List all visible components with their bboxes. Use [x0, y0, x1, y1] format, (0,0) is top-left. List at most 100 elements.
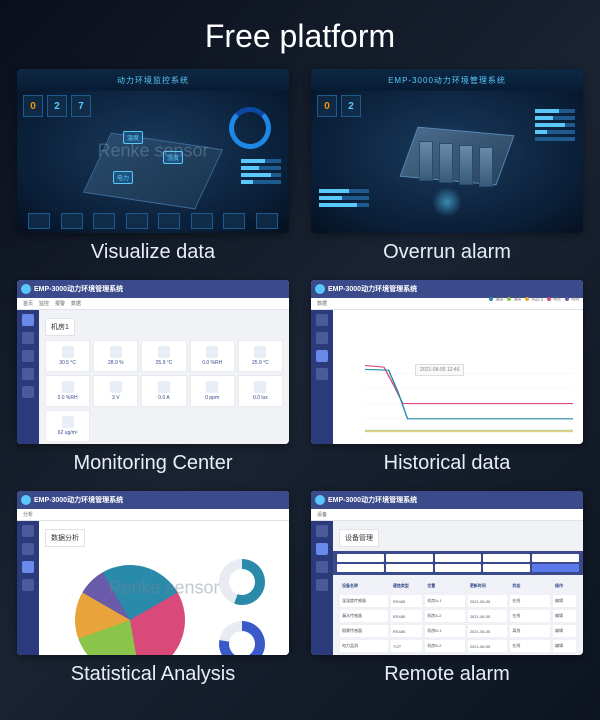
tab[interactable]: 首页 — [23, 300, 33, 307]
thumb-monitoring[interactable]: EMP-3000动力环境管理系统 首页 监控 报警 数据 机房1 30.5 °C… — [17, 280, 289, 444]
gear-icon[interactable] — [316, 368, 328, 380]
chart-legend: 温度 湿度 PM2.5 电压 电流 — [489, 296, 579, 302]
home-icon[interactable] — [22, 525, 34, 537]
caption-overrun: Overrun alarm — [383, 241, 511, 264]
bell-icon[interactable] — [22, 350, 34, 362]
content: 温度 湿度 PM2.5 电压 电流 — [333, 310, 583, 444]
tab[interactable]: 数据 — [71, 300, 81, 307]
filter-input[interactable] — [386, 564, 433, 572]
caption-remote: Remote alarm — [384, 663, 510, 686]
chart-icon[interactable] — [316, 350, 328, 362]
sensor-tag: 电力 — [113, 171, 133, 184]
chart-icon[interactable] — [22, 368, 34, 380]
grid-icon[interactable] — [22, 332, 34, 344]
line-chart: 2021-08-05 12:46 — [365, 358, 573, 434]
sensor-card[interactable]: 0.0 lux — [238, 375, 283, 407]
bell-icon[interactable] — [316, 561, 328, 573]
content: 设备管理 设备名称 通信类型 位 — [333, 521, 583, 655]
filter-input[interactable] — [386, 554, 433, 562]
gear-icon[interactable] — [22, 386, 34, 398]
search-button[interactable] — [532, 564, 579, 572]
filter-input[interactable] — [532, 554, 579, 562]
app-title: EMP-3000动力环境管理系统 — [34, 495, 123, 505]
tab[interactable]: 监控 — [39, 300, 49, 307]
tabs[interactable]: 首页 监控 报警 数据 — [17, 298, 289, 310]
content: 机房1 30.5 °C 28.9 % 25.9 °C 0.0 %RH 25.9 … — [39, 310, 289, 444]
bottom-metrics — [319, 189, 369, 210]
sensor-card[interactable]: 25.9 °C — [141, 340, 186, 372]
home-icon[interactable] — [316, 525, 328, 537]
caption-stats: Statistical Analysis — [71, 663, 236, 686]
thumb-remote[interactable]: EMP-3000动力环境管理系统 设备 设备管理 — [311, 491, 583, 655]
sensor-tag: 湿度 — [163, 151, 183, 164]
sensor-card[interactable]: 62 ug/m³ — [45, 410, 90, 442]
tab[interactable]: 设备 — [317, 511, 327, 518]
sensor-card[interactable]: 0.0 %RH — [45, 375, 90, 407]
sensor-card[interactable]: 28.9 % — [93, 340, 138, 372]
stat-alarm: 0 — [23, 95, 43, 117]
cell-overrun: EMP-3000动力环境管理系统 0 2 Overrun al — [308, 69, 586, 272]
tab[interactable]: 数据 — [317, 300, 327, 307]
logo-icon — [315, 495, 325, 505]
table-row[interactable]: 烟雾传感器RS485机房B-12021-08-05离线编辑 — [339, 624, 577, 638]
sensor-card[interactable]: 0 ppm — [190, 375, 235, 407]
app-title: EMP-3000动力环境管理系统 — [328, 284, 417, 294]
table-header: 设备名称 通信类型 位置 更新时间 状态 操作 — [339, 579, 577, 593]
sensor-card[interactable]: 3 V — [93, 375, 138, 407]
donut-chart-2 — [219, 621, 265, 655]
feature-grid: 动力环境监控系统 0 2 7 温度 湿度 电力 Renke — [0, 69, 600, 694]
dash-stats: 0 2 — [317, 95, 361, 117]
filter-input[interactable] — [337, 554, 384, 562]
chart-icon[interactable] — [22, 561, 34, 573]
page-title: Free platform — [0, 0, 600, 69]
filter-input[interactable] — [483, 554, 530, 562]
tabs[interactable]: 分析 — [17, 509, 289, 521]
gear-icon[interactable] — [316, 579, 328, 591]
sensor-tag: 温度 — [123, 131, 143, 144]
panel-title: 设备管理 — [339, 529, 379, 547]
tabs[interactable]: 设备 — [311, 509, 583, 521]
thumb-visualize[interactable]: 动力环境监控系统 0 2 7 温度 湿度 电力 Renke — [17, 69, 289, 233]
thumb-historical[interactable]: EMP-3000动力环境管理系统 数据 温度 湿度 PM2.5 电压 电流 — [311, 280, 583, 444]
filter-input[interactable] — [435, 564, 482, 572]
table-row[interactable]: 电力监测TCP机房B-22021-08-05在线编辑 — [339, 639, 577, 653]
logo-icon — [21, 495, 31, 505]
cell-monitoring: EMP-3000动力环境管理系统 首页 监控 报警 数据 机房1 30.5 °C… — [14, 280, 292, 483]
side-metrics — [241, 159, 281, 187]
device-table: 设备名称 通信类型 位置 更新时间 状态 操作 温湿度传感器RS485机房A-1… — [339, 579, 577, 653]
app-title: EMP-3000动力环境管理系统 — [328, 495, 417, 505]
table-row[interactable]: 温湿度传感器RS485机房A-12021-08-05在线编辑 — [339, 594, 577, 608]
table-row[interactable]: 漏水传感器RS485机房A-22021-08-05在线编辑 — [339, 609, 577, 623]
panel-title: 数据分析 — [45, 529, 85, 547]
sidebar — [17, 310, 39, 444]
iso-room: 温度 湿度 电力 — [73, 121, 233, 211]
home-icon[interactable] — [22, 314, 34, 326]
filter-input[interactable] — [435, 554, 482, 562]
cell-remote: EMP-3000动力环境管理系统 设备 设备管理 — [308, 491, 586, 694]
home-icon[interactable] — [316, 314, 328, 326]
thumb-stats[interactable]: EMP-3000动力环境管理系统 分析 数据分析 Renke sensor — [17, 491, 289, 655]
sensor-card[interactable]: 0.0 A — [141, 375, 186, 407]
grid-icon[interactable] — [22, 543, 34, 555]
sensor-card[interactable]: 30.5 °C — [45, 340, 90, 372]
topbar: EMP-3000动力环境管理系统 — [311, 491, 583, 509]
caption-monitoring: Monitoring Center — [74, 452, 233, 475]
cell-historical: EMP-3000动力环境管理系统 数据 温度 湿度 PM2.5 电压 电流 — [308, 280, 586, 483]
pie-chart — [75, 565, 185, 655]
filter-input[interactable] — [337, 564, 384, 572]
dash-stats: 0 2 7 — [23, 95, 91, 117]
content: 数据分析 Renke sensor — [39, 521, 289, 655]
sensor-card[interactable]: 0.0 %RH — [190, 340, 235, 372]
grid-icon[interactable] — [316, 332, 328, 344]
dash-header: EMP-3000动力环境管理系统 — [311, 69, 583, 91]
tab[interactable]: 分析 — [23, 511, 33, 518]
stat-device: 2 — [341, 95, 361, 117]
filter-input[interactable] — [483, 564, 530, 572]
gear-icon[interactable] — [22, 579, 34, 591]
tab[interactable]: 报警 — [55, 300, 65, 307]
app-title: EMP-3000动力环境管理系统 — [34, 284, 123, 294]
thumb-overrun[interactable]: EMP-3000动力环境管理系统 0 2 — [311, 69, 583, 233]
cell-stats: EMP-3000动力环境管理系统 分析 数据分析 Renke sensor St… — [14, 491, 292, 694]
grid-icon[interactable] — [316, 543, 328, 555]
sensor-card[interactable]: 25.9 °C — [238, 340, 283, 372]
